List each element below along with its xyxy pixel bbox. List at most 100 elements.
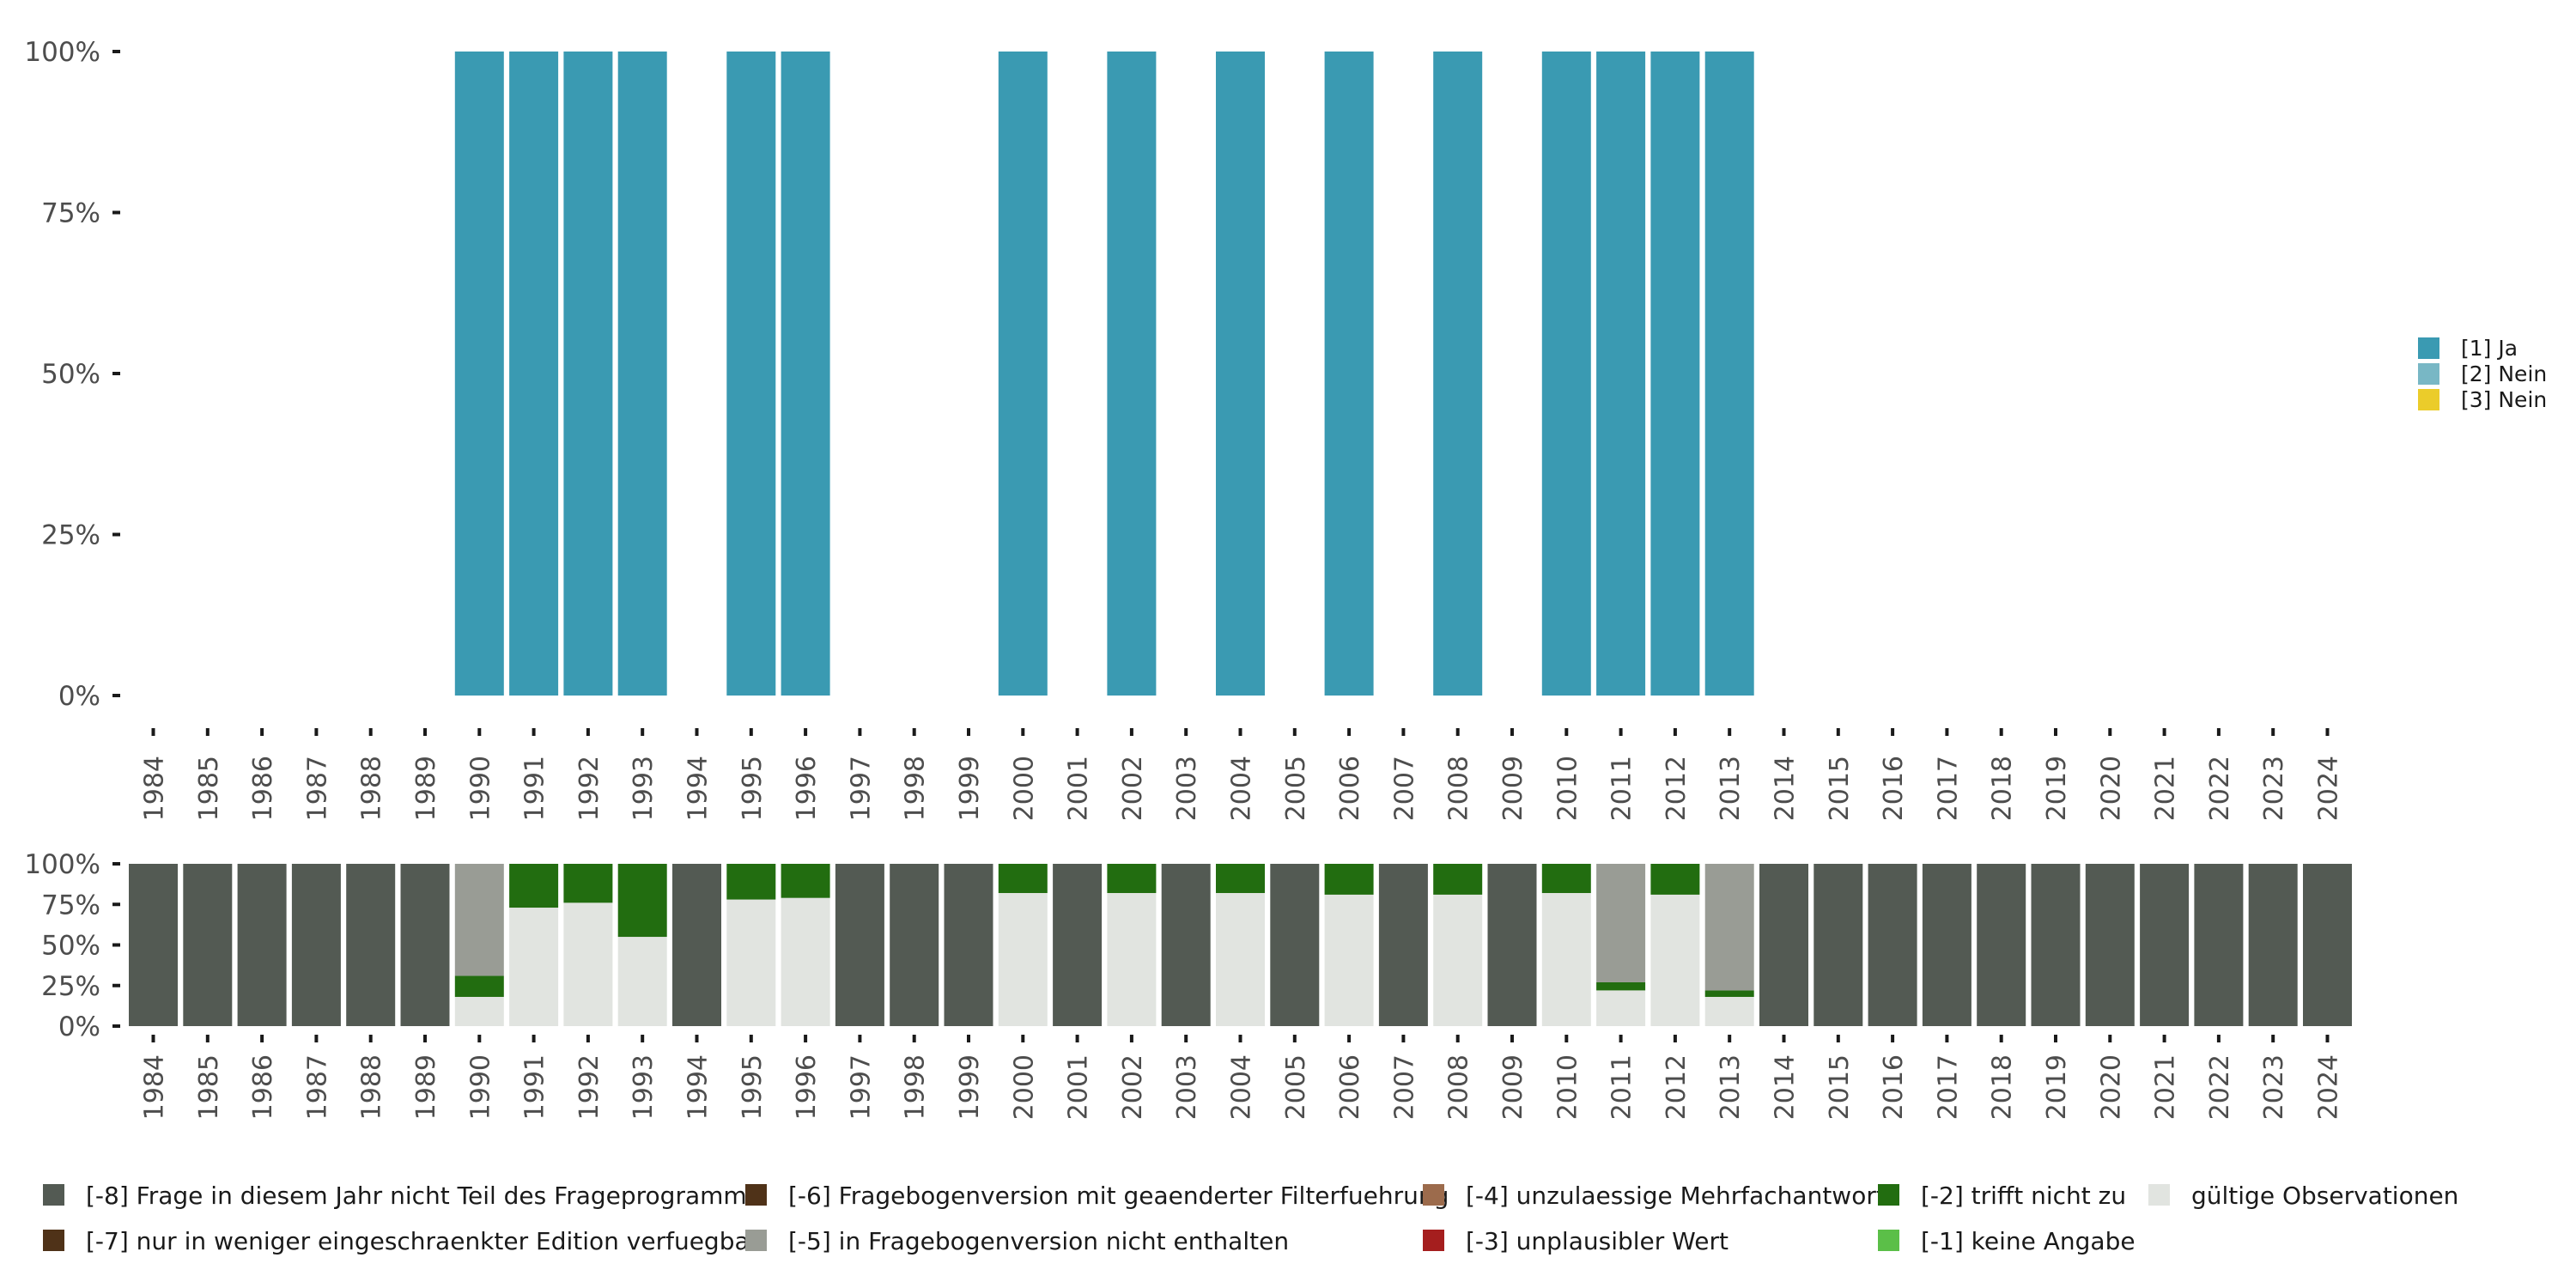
bar-g-ltige-observationen-2012 bbox=[1650, 894, 1700, 1026]
bar-2-trifft-nicht-zu-2010 bbox=[1541, 864, 1591, 894]
x-tick-label: 1998 bbox=[901, 1054, 931, 1120]
y-tick-label: 25% bbox=[41, 971, 100, 1002]
x-tick-label: 2009 bbox=[1498, 1054, 1528, 1120]
legend-swatch-5-in-fragebogenversion-nicht-enthalten bbox=[745, 1230, 767, 1251]
bar-8-frage-in-diesem-jahr-nicht-teil-des-frageprogramms-1985 bbox=[183, 864, 233, 1026]
bar-1-ja-2006 bbox=[1324, 52, 1374, 696]
x-tick-label: 2000 bbox=[1009, 1054, 1039, 1120]
x-tick-label: 1992 bbox=[574, 1054, 605, 1120]
bar-1-ja-1995 bbox=[726, 52, 776, 696]
legend-label-7-nur-in-weniger-eingeschraenkter-edition-verfuegbar: [-7] nur in weniger eingeschraenkter Edi… bbox=[86, 1227, 760, 1255]
y-tick-label: 50% bbox=[41, 359, 100, 390]
bar-g-ltige-observationen-2000 bbox=[998, 893, 1048, 1026]
y-tick-label: 25% bbox=[41, 520, 100, 551]
x-tick-label: 2004 bbox=[1227, 1054, 1257, 1120]
bar-1-ja-1991 bbox=[509, 52, 559, 696]
x-tick-label: 1994 bbox=[683, 756, 714, 821]
x-tick-label: 1993 bbox=[629, 1054, 659, 1120]
bar-5-in-fragebogenversion-nicht-enthalten-2013 bbox=[1704, 864, 1754, 991]
x-tick-label: 2019 bbox=[2042, 756, 2072, 821]
bar-5-in-fragebogenversion-nicht-enthalten-2011 bbox=[1596, 864, 1646, 982]
bar-g-ltige-observationen-1991 bbox=[509, 908, 559, 1026]
x-tick-label: 2006 bbox=[1335, 756, 1365, 821]
bar-8-frage-in-diesem-jahr-nicht-teil-des-frageprogramms-1984 bbox=[129, 864, 178, 1026]
x-tick-label: 1989 bbox=[411, 756, 441, 821]
top-chart: 0% 25% 50% 75% 100% 1984 1985 1986 1987 1988 1989 1… bbox=[24, 37, 2343, 821]
legend-swatch-7-nur-in-weniger-eingeschraenkter-edition-verfuegbar bbox=[43, 1230, 64, 1251]
bar-8-frage-in-diesem-jahr-nicht-teil-des-frageprogramms-1998 bbox=[890, 864, 939, 1026]
x-tick-label: 1990 bbox=[465, 1054, 495, 1120]
bar-2-trifft-nicht-zu-2006 bbox=[1324, 864, 1374, 895]
x-tick-label: 2002 bbox=[1118, 1054, 1148, 1120]
bar-g-ltige-observationen-2010 bbox=[1541, 893, 1591, 1026]
bar-8-frage-in-diesem-jahr-nicht-teil-des-frageprogramms-2019 bbox=[2031, 864, 2081, 1026]
bar-5-in-fragebogenversion-nicht-enthalten-1990 bbox=[454, 864, 504, 976]
x-tick-label: 1987 bbox=[302, 1054, 332, 1120]
bar-8-frage-in-diesem-jahr-nicht-teil-des-frageprogramms-2001 bbox=[1053, 864, 1103, 1026]
x-tick-label: 2009 bbox=[1498, 756, 1528, 821]
x-tick-label: 2010 bbox=[1552, 1054, 1583, 1120]
y-tick-label: 0% bbox=[58, 681, 100, 712]
legend-label-3-unplausibler-wert: [-3] unplausibler Wert bbox=[1466, 1227, 1728, 1255]
bar-8-frage-in-diesem-jahr-nicht-teil-des-frageprogramms-2018 bbox=[1977, 864, 2026, 1026]
x-tick-label: 1986 bbox=[248, 756, 278, 821]
x-tick-label: 1988 bbox=[357, 1054, 387, 1120]
legend-label-1-ja: [1] Ja bbox=[2461, 336, 2518, 361]
bar-g-ltige-observationen-2006 bbox=[1324, 894, 1374, 1026]
x-tick-label: 1984 bbox=[140, 1054, 170, 1120]
bar-2-trifft-nicht-zu-2000 bbox=[998, 864, 1048, 894]
bar-1-ja-2008 bbox=[1433, 52, 1483, 696]
x-tick-label: 1995 bbox=[738, 1054, 768, 1120]
x-tick-label: 2008 bbox=[1444, 1054, 1474, 1120]
bar-g-ltige-observationen-2008 bbox=[1433, 894, 1483, 1026]
bar-8-frage-in-diesem-jahr-nicht-teil-des-frageprogramms-2021 bbox=[2140, 864, 2190, 1026]
bar-2-trifft-nicht-zu-1993 bbox=[617, 864, 667, 938]
x-tick-label: 1988 bbox=[357, 756, 387, 821]
legend-label-2-trifft-nicht-zu: [-2] trifft nicht zu bbox=[1921, 1182, 2126, 1210]
x-tick-label: 2007 bbox=[1389, 1054, 1419, 1120]
legend-swatch-4-unzulaessige-mehrfachantwort bbox=[1423, 1184, 1444, 1206]
x-tick-label: 1984 bbox=[140, 756, 170, 821]
x-tick-label: 2006 bbox=[1335, 1054, 1365, 1120]
bar-8-frage-in-diesem-jahr-nicht-teil-des-frageprogramms-1999 bbox=[944, 864, 993, 1026]
x-tick-label: 1996 bbox=[792, 756, 822, 821]
x-tick-label: 1985 bbox=[194, 1054, 224, 1120]
x-tick-label: 2003 bbox=[1172, 756, 1202, 821]
bar-8-frage-in-diesem-jahr-nicht-teil-des-frageprogramms-1997 bbox=[835, 864, 884, 1026]
x-tick-label: 2011 bbox=[1607, 756, 1637, 821]
y-tick-label: 100% bbox=[24, 849, 100, 880]
bar-8-frage-in-diesem-jahr-nicht-teil-des-frageprogramms-2016 bbox=[1868, 864, 1917, 1026]
bar-8-frage-in-diesem-jahr-nicht-teil-des-frageprogramms-2023 bbox=[2248, 864, 2298, 1026]
bar-1-ja-1993 bbox=[617, 52, 667, 696]
bar-1-ja-2004 bbox=[1216, 52, 1265, 696]
x-tick-label: 2010 bbox=[1552, 756, 1583, 821]
x-tick-label: 2024 bbox=[2314, 756, 2344, 821]
x-tick-label: 2004 bbox=[1227, 756, 1257, 821]
x-tick-label: 2013 bbox=[1716, 756, 1746, 821]
x-tick-label: 2013 bbox=[1716, 1054, 1746, 1120]
bar-1-ja-2010 bbox=[1541, 52, 1591, 696]
x-tick-label: 2005 bbox=[1281, 1054, 1311, 1120]
x-tick-label: 2022 bbox=[2205, 1054, 2235, 1120]
bar-g-ltige-observationen-2013 bbox=[1704, 996, 1754, 1026]
x-tick-label: 1999 bbox=[955, 756, 985, 821]
x-tick-label: 1995 bbox=[738, 756, 768, 821]
x-tick-label: 1989 bbox=[411, 1054, 441, 1120]
y-tick-label: 50% bbox=[41, 931, 100, 962]
legend-swatch-8-frage-in-diesem-jahr-nicht-teil-des-frageprogramms bbox=[43, 1184, 64, 1206]
x-tick-label: 2019 bbox=[2042, 1054, 2072, 1120]
bar-1-ja-1992 bbox=[563, 52, 613, 696]
bar-1-ja-2011 bbox=[1596, 52, 1646, 696]
legend-swatch-2-nein bbox=[2418, 363, 2439, 385]
x-tick-label: 1985 bbox=[194, 756, 224, 821]
x-tick-label: 2023 bbox=[2259, 1054, 2289, 1120]
x-tick-label: 2023 bbox=[2259, 756, 2289, 821]
bar-8-frage-in-diesem-jahr-nicht-teil-des-frageprogramms-1989 bbox=[400, 864, 450, 1026]
x-tick-label: 1997 bbox=[846, 1054, 876, 1120]
y-tick-label: 100% bbox=[24, 37, 100, 68]
bar-2-trifft-nicht-zu-1990 bbox=[454, 975, 504, 997]
bar-8-frage-in-diesem-jahr-nicht-teil-des-frageprogramms-1986 bbox=[237, 864, 287, 1026]
top-legend: [1] Ja[2] Nein[3] Nein bbox=[2418, 336, 2547, 412]
bar-8-frage-in-diesem-jahr-nicht-teil-des-frageprogramms-2017 bbox=[1922, 864, 1971, 1026]
